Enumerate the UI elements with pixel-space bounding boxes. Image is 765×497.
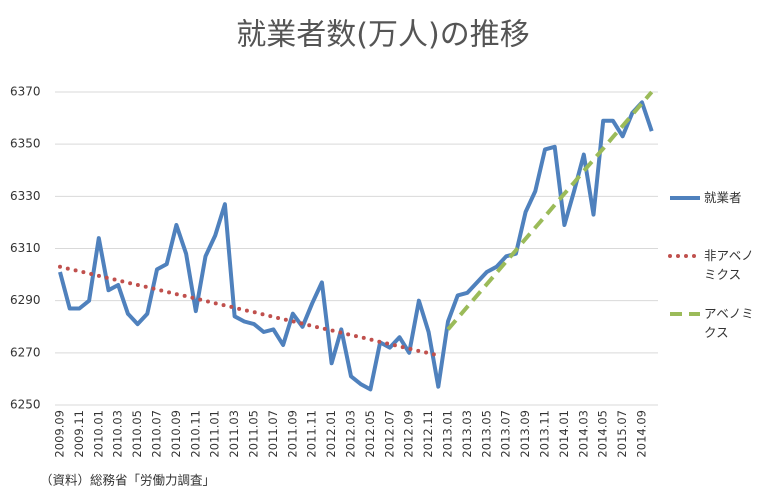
chart-title: 就業者数(万人)の推移	[236, 18, 529, 53]
y-tick-label: 6290	[10, 293, 41, 307]
y-tick-label: 6270	[10, 345, 41, 359]
y-tick-label: 6330	[10, 189, 41, 203]
x-tick-label: 2013.09	[518, 410, 532, 458]
x-tick-label: 2012.07	[382, 410, 396, 458]
y-tick-label: 6310	[10, 241, 41, 255]
x-tick-label: 2010.11	[188, 410, 202, 458]
x-tick-label: 2014.05	[596, 410, 610, 458]
series-line	[58, 264, 441, 358]
x-tick-label: 2011.03	[227, 410, 241, 458]
x-tick-label: 2012.05	[363, 410, 377, 458]
x-tick-label: 2014.03	[576, 410, 590, 458]
legend-label: アベノミクス	[704, 306, 754, 340]
x-tick-label: 2012.09	[402, 410, 416, 458]
series-line	[446, 90, 654, 331]
x-tick-label: 2013.05	[479, 410, 493, 458]
source-note: （資料）総務省「労働力調査」	[40, 473, 215, 488]
y-tick-label: 6350	[10, 137, 41, 151]
legend-label: 非アベノミクス	[704, 248, 754, 282]
y-tick-label: 6250	[10, 398, 41, 412]
x-tick-label: 2013.07	[499, 410, 513, 458]
legend-label: 就業者	[704, 190, 742, 205]
x-tick-label: 2010.03	[111, 410, 125, 458]
x-tick-label: 2014.01	[557, 410, 571, 458]
x-tick-label: 2010.05	[130, 410, 144, 458]
series-line	[58, 100, 654, 392]
x-tick-label: 2014.09	[635, 410, 649, 458]
x-tick-label: 2011.01	[208, 410, 222, 458]
x-tick-label: 2015.07	[615, 410, 629, 458]
x-tick-label: 2013.01	[441, 410, 455, 458]
x-tick-label: 2011.09	[285, 410, 299, 458]
x-tick-label: 2012.11	[421, 410, 435, 458]
x-tick-label: 2009.11	[72, 410, 86, 458]
y-tick-label: 6370	[10, 85, 41, 99]
x-tick-label: 2012.03	[344, 410, 358, 458]
x-tick-label: 2011.11	[305, 410, 319, 458]
x-tick-label: 2011.05	[247, 410, 261, 458]
x-tick-label: 2012.01	[324, 410, 338, 458]
x-tick-label: 2011.07	[266, 410, 280, 458]
x-tick-label: 2009.09	[53, 410, 67, 458]
x-tick-label: 2013.03	[460, 410, 474, 458]
x-tick-label: 2010.01	[91, 410, 105, 458]
x-tick-label: 2013.11	[538, 410, 552, 458]
x-tick-label: 2010.07	[150, 410, 164, 458]
x-tick-label: 2010.09	[169, 410, 183, 458]
